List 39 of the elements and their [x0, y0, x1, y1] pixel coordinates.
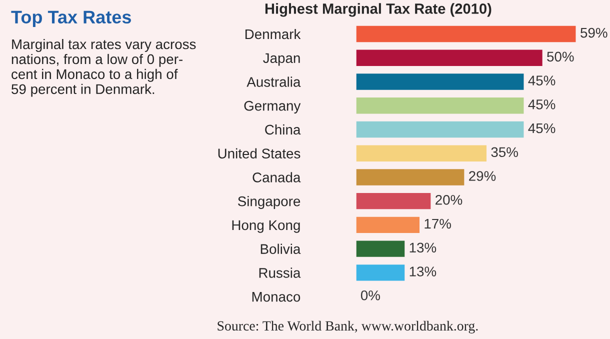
- bar: [356, 121, 524, 138]
- bar: [356, 192, 431, 210]
- text: Top Tax Rates: [11, 10, 131, 28]
- data-label: 13%: [410, 242, 436, 253]
- y-tick-label: Hong Kong: [232, 220, 300, 233]
- y-tick-label: Canada: [252, 172, 301, 182]
- chart-title: Highest Marginal Tax Rate (2010): [265, 3, 492, 17]
- bar: [356, 264, 405, 281]
- data-label: 45%: [528, 76, 556, 86]
- bar: [356, 97, 524, 114]
- y-tick-label: Denmark: [245, 28, 301, 40]
- y-tick-label: Singapore: [238, 196, 300, 209]
- data-label: 35%: [491, 147, 518, 158]
- data-label: 45%: [528, 100, 556, 110]
- bar: [356, 216, 420, 234]
- bar: [356, 50, 542, 66]
- data-label: 59%: [580, 28, 608, 38]
- y-tick-label: Germany: [244, 100, 301, 114]
- y-tick-label: Japan: [263, 53, 300, 66]
- data-label: 13%: [410, 266, 436, 276]
- data-label: 20%: [436, 194, 462, 205]
- data-label: 17%: [424, 218, 451, 229]
- y-tick-label: Russia: [259, 268, 301, 278]
- bar: [356, 240, 405, 257]
- y-tick-label: Australia: [246, 76, 301, 87]
- y-tick-label: China: [265, 124, 301, 135]
- data-label: 29%: [469, 171, 496, 181]
- bar: [356, 145, 487, 162]
- data-label: 50%: [547, 52, 574, 62]
- bar: [356, 26, 576, 42]
- bar: [356, 169, 464, 186]
- y-tick-label: United States: [218, 148, 300, 158]
- source-note: Source: The World Bank, www.worldbank.org.: [218, 320, 478, 334]
- data-label: 45%: [528, 123, 556, 134]
- y-tick-label: Bolivia: [260, 244, 301, 254]
- bar: [356, 74, 524, 90]
- text: Marginal tax rates vary across nations, from a low of 0 per- cent in Monaco to a high of 59 percent in Denmark.: [12, 38, 196, 97]
- y-tick-label: Monaco: [252, 292, 300, 302]
- data-label: 0%: [360, 290, 380, 300]
